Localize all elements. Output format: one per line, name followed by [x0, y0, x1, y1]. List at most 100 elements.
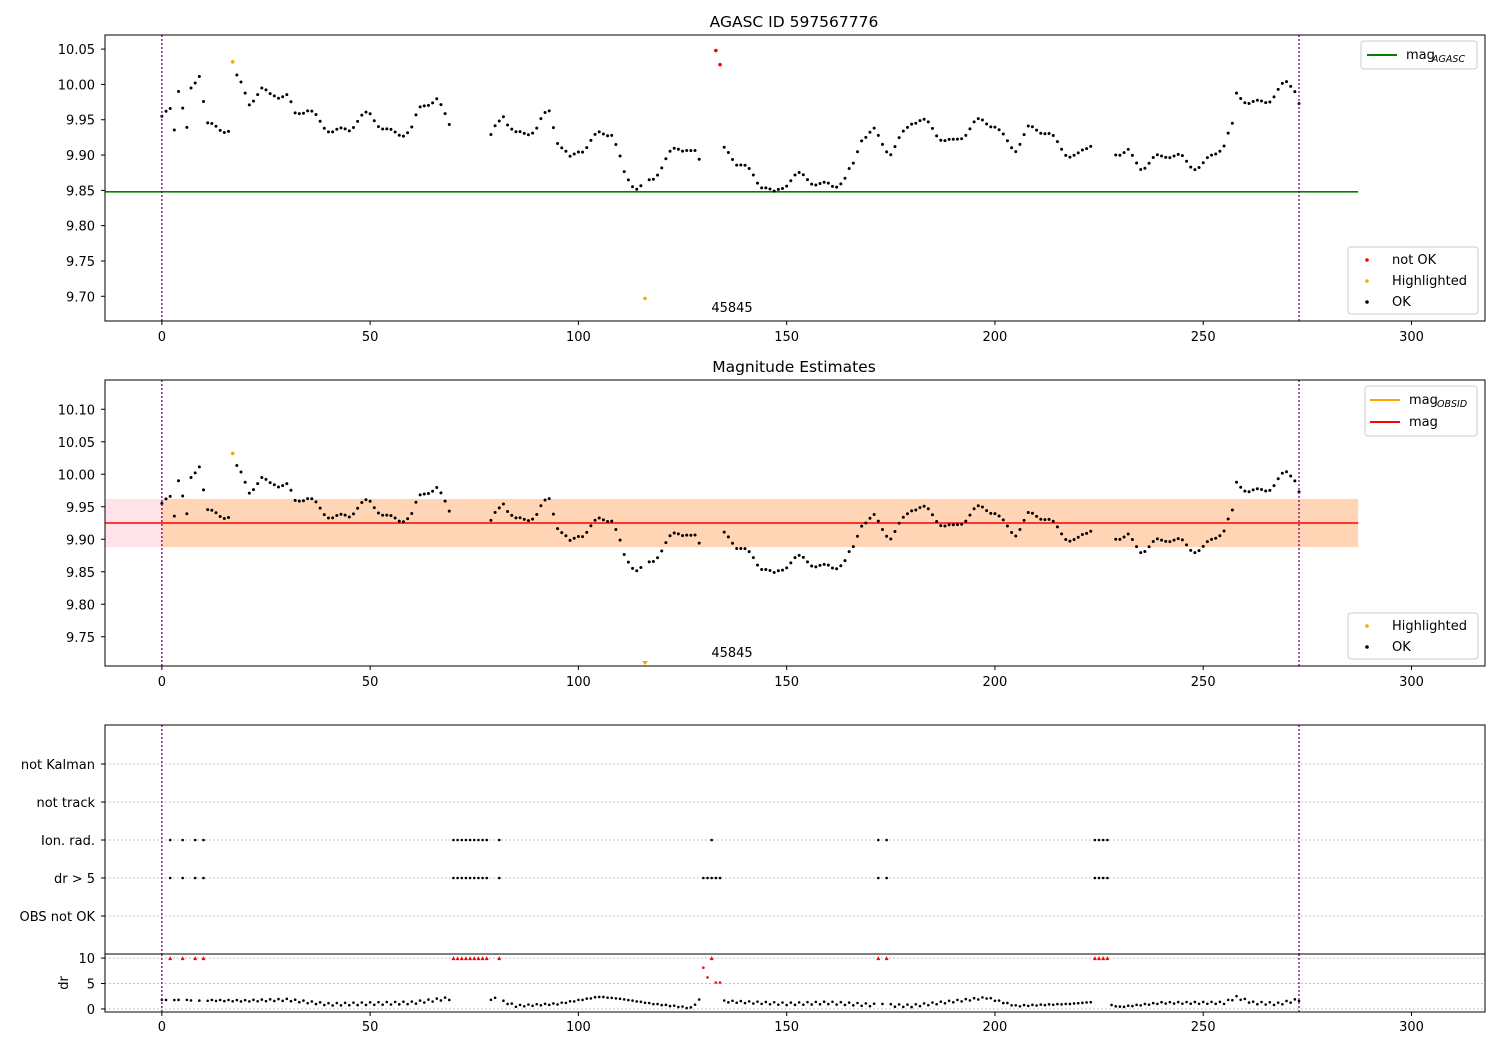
dr-point	[1214, 1002, 1218, 1006]
flag-point	[202, 838, 205, 842]
dr-point	[256, 999, 259, 1003]
data-point-ok	[764, 568, 768, 572]
dr-point	[418, 999, 422, 1002]
data-point-ok	[431, 101, 435, 105]
data-point-ok	[818, 181, 822, 185]
data-point-ok	[310, 497, 314, 501]
dr-point	[677, 1005, 680, 1009]
data-point-not-ok	[714, 48, 718, 53]
y-tick-label: 5	[87, 978, 95, 993]
dr-point	[731, 999, 734, 1003]
dr-point	[1014, 1004, 1018, 1007]
data-point-ok	[855, 150, 859, 154]
data-point-ok	[289, 488, 293, 492]
dr-point	[327, 1001, 330, 1005]
data-point-ok	[1010, 531, 1014, 535]
dr-point	[906, 1003, 909, 1006]
dr-point	[502, 999, 505, 1002]
panel4-data	[105, 954, 1485, 1012]
data-point-ok	[851, 545, 855, 549]
flag-point	[181, 838, 184, 842]
data-point-ok	[1043, 132, 1047, 136]
dr-point	[739, 999, 743, 1003]
data-point-ok	[256, 93, 260, 97]
dr-point	[993, 999, 997, 1003]
data-point-ok	[581, 535, 585, 539]
dr-point	[198, 999, 201, 1002]
data-point-ok	[168, 106, 172, 110]
dr-point-clipped	[876, 956, 881, 961]
data-point-ok	[1214, 536, 1218, 540]
data-point-ok	[251, 488, 255, 492]
data-point-ok	[905, 125, 909, 129]
dr-point	[543, 1002, 547, 1006]
dr-point	[185, 998, 189, 1002]
legend-label-ok: OK	[1392, 295, 1411, 310]
panel-agasc-magnitude: AGASC ID 597567776 0 50 100 150 200 250 300 9.7…	[58, 13, 1486, 345]
data-point-ok	[1189, 548, 1193, 552]
dr-point	[1043, 1003, 1047, 1007]
data-point-ok	[351, 512, 355, 516]
flag-label-not-kalman: not Kalman	[21, 758, 95, 773]
dr-point	[835, 1003, 838, 1006]
dr-point	[1022, 1003, 1026, 1007]
dr-point	[1010, 1004, 1013, 1007]
dr-point	[1172, 1002, 1176, 1005]
dr-point	[302, 999, 305, 1002]
dr-point	[1035, 1004, 1038, 1007]
data-point-ok	[968, 127, 972, 131]
data-point-ok	[193, 471, 197, 475]
dr-point	[631, 999, 634, 1002]
flag-point	[877, 876, 880, 880]
data-point-ok	[972, 507, 976, 511]
dr-point	[389, 1003, 393, 1006]
data-point-ok	[1139, 168, 1143, 172]
data-point-ok	[1001, 132, 1005, 136]
panel2-title: Magnitude Estimates	[712, 358, 876, 376]
y-tick-label: 9.90	[66, 149, 95, 164]
y-tick-label: 9.95	[66, 501, 95, 516]
data-point-ok	[339, 512, 343, 516]
data-point-ok	[818, 563, 822, 567]
data-point-ok	[739, 163, 743, 167]
data-point-ok	[1160, 154, 1164, 158]
legend-label-mag: mag	[1409, 415, 1438, 430]
data-point-ok	[197, 74, 201, 78]
data-point-ok	[1018, 527, 1022, 531]
data-point-ok	[406, 131, 410, 135]
dr-point	[568, 999, 572, 1003]
data-point-ok	[1068, 155, 1072, 159]
y-tick-label: 9.90	[66, 533, 95, 548]
data-point-ok	[1118, 537, 1122, 541]
data-point-ok	[626, 178, 630, 182]
panel-flags: not Kalman not track Ion. rad. dr > 5 OB…	[20, 724, 1486, 955]
dr-point	[1156, 1002, 1159, 1006]
dr-point	[1085, 1001, 1088, 1004]
flag-label-dr-gt-5: dr > 5	[54, 872, 95, 887]
legend-box	[1347, 612, 1479, 660]
data-point-ok	[1205, 156, 1209, 160]
data-point-ok	[547, 497, 551, 501]
data-point-ok	[1080, 533, 1084, 537]
data-point-ok	[347, 129, 351, 133]
data-point-ok	[930, 126, 934, 130]
data-point-ok	[743, 163, 747, 167]
data-point-ok	[335, 127, 339, 131]
dr-point	[997, 999, 1001, 1002]
dr-point	[735, 1001, 738, 1005]
dr-point	[727, 1001, 730, 1004]
dr-point	[931, 1001, 934, 1004]
data-point-ok	[1239, 97, 1243, 101]
dr-point-clipped	[180, 956, 185, 961]
dr-point	[1060, 1003, 1063, 1006]
data-point-ok	[560, 146, 564, 150]
data-point-ok	[331, 516, 335, 520]
data-point-ok	[860, 139, 864, 143]
dr-point-high	[714, 981, 718, 984]
dr-point	[910, 1005, 913, 1009]
dr-point	[1268, 1001, 1272, 1004]
dr-point	[1143, 1002, 1147, 1006]
data-point-ok	[772, 189, 776, 193]
data-point-ok	[360, 113, 364, 117]
data-point-ok	[422, 104, 426, 108]
